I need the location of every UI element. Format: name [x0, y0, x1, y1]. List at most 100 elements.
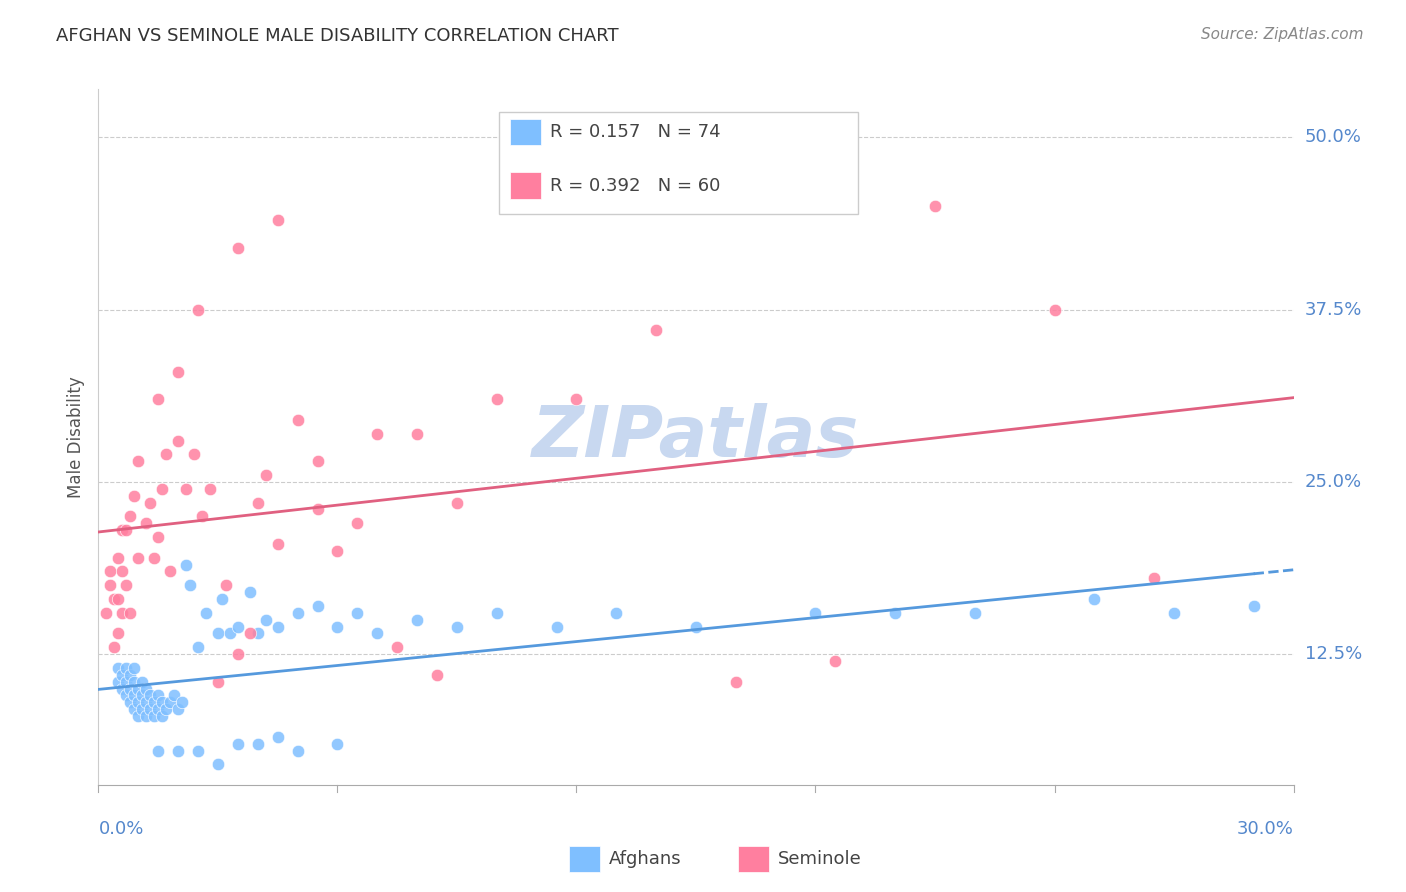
Point — [267, 730, 290, 744]
Point — [148, 702, 170, 716]
Text: 25.0%: 25.0% — [1305, 473, 1362, 491]
Point — [226, 619, 249, 633]
Point — [267, 213, 290, 227]
Text: 12.5%: 12.5% — [1305, 645, 1362, 663]
Text: R = 0.157   N = 74: R = 0.157 N = 74 — [550, 123, 720, 141]
Point — [239, 626, 262, 640]
Point — [107, 674, 129, 689]
Point — [685, 619, 707, 633]
Point — [194, 606, 218, 620]
Point — [167, 702, 190, 716]
Point — [179, 578, 201, 592]
Point — [150, 695, 173, 709]
Point — [307, 599, 329, 613]
Point — [111, 523, 134, 537]
Text: ZIPatlas: ZIPatlas — [533, 402, 859, 472]
Point — [124, 489, 146, 503]
Point — [1143, 571, 1166, 585]
Point — [148, 743, 170, 757]
Point — [131, 702, 153, 716]
Point — [127, 454, 149, 468]
Y-axis label: Male Disability: Male Disability — [66, 376, 84, 498]
Point — [135, 695, 157, 709]
Point — [924, 199, 946, 213]
Point — [1083, 591, 1105, 606]
Point — [159, 565, 181, 579]
Point — [215, 578, 238, 592]
Point — [246, 495, 269, 509]
Point — [120, 509, 142, 524]
Point — [226, 241, 249, 255]
Point — [326, 619, 349, 633]
Point — [426, 667, 449, 681]
Point — [163, 689, 186, 703]
Point — [884, 606, 907, 620]
Point — [107, 661, 129, 675]
Text: Seminole: Seminole — [778, 850, 862, 868]
Point — [107, 591, 129, 606]
Point — [174, 482, 197, 496]
Point — [267, 619, 290, 633]
Point — [115, 661, 138, 675]
Point — [287, 743, 309, 757]
Point — [111, 565, 134, 579]
Point — [124, 702, 146, 716]
Point — [307, 454, 329, 468]
Point — [207, 626, 229, 640]
Point — [124, 689, 146, 703]
Point — [183, 447, 205, 461]
Point — [565, 392, 588, 407]
Point — [120, 695, 142, 709]
Point — [198, 482, 221, 496]
Point — [139, 495, 162, 509]
Point — [724, 674, 747, 689]
Point — [148, 530, 170, 544]
Point — [226, 647, 249, 661]
Point — [148, 392, 170, 407]
Point — [167, 743, 190, 757]
Text: 0.0%: 0.0% — [98, 820, 143, 838]
Point — [135, 709, 157, 723]
Point — [605, 606, 627, 620]
Point — [207, 674, 229, 689]
Point — [167, 434, 190, 448]
Point — [366, 626, 388, 640]
Point — [211, 591, 233, 606]
Point — [167, 365, 190, 379]
Point — [135, 681, 157, 696]
Point — [326, 737, 349, 751]
Point — [385, 640, 409, 655]
Text: Source: ZipAtlas.com: Source: ZipAtlas.com — [1201, 27, 1364, 42]
Point — [254, 467, 277, 482]
Point — [127, 695, 149, 709]
Point — [187, 302, 209, 317]
Point — [115, 674, 138, 689]
Point — [187, 743, 209, 757]
Point — [406, 426, 429, 441]
Point — [287, 413, 309, 427]
Point — [645, 323, 668, 337]
Point — [824, 654, 846, 668]
Point — [150, 709, 173, 723]
Point — [219, 626, 242, 640]
Point — [207, 757, 229, 772]
Point — [366, 426, 388, 441]
Point — [191, 509, 214, 524]
Point — [963, 606, 986, 620]
Point — [326, 543, 349, 558]
Point — [131, 689, 153, 703]
Point — [98, 565, 122, 579]
Point — [1163, 606, 1185, 620]
Point — [107, 626, 129, 640]
Point — [254, 613, 277, 627]
Point — [150, 482, 173, 496]
Point — [115, 689, 138, 703]
Point — [287, 606, 309, 620]
Point — [143, 695, 166, 709]
Point — [115, 578, 138, 592]
Point — [111, 681, 134, 696]
Point — [187, 640, 209, 655]
Point — [131, 674, 153, 689]
Point — [1043, 302, 1066, 317]
Point — [446, 619, 468, 633]
